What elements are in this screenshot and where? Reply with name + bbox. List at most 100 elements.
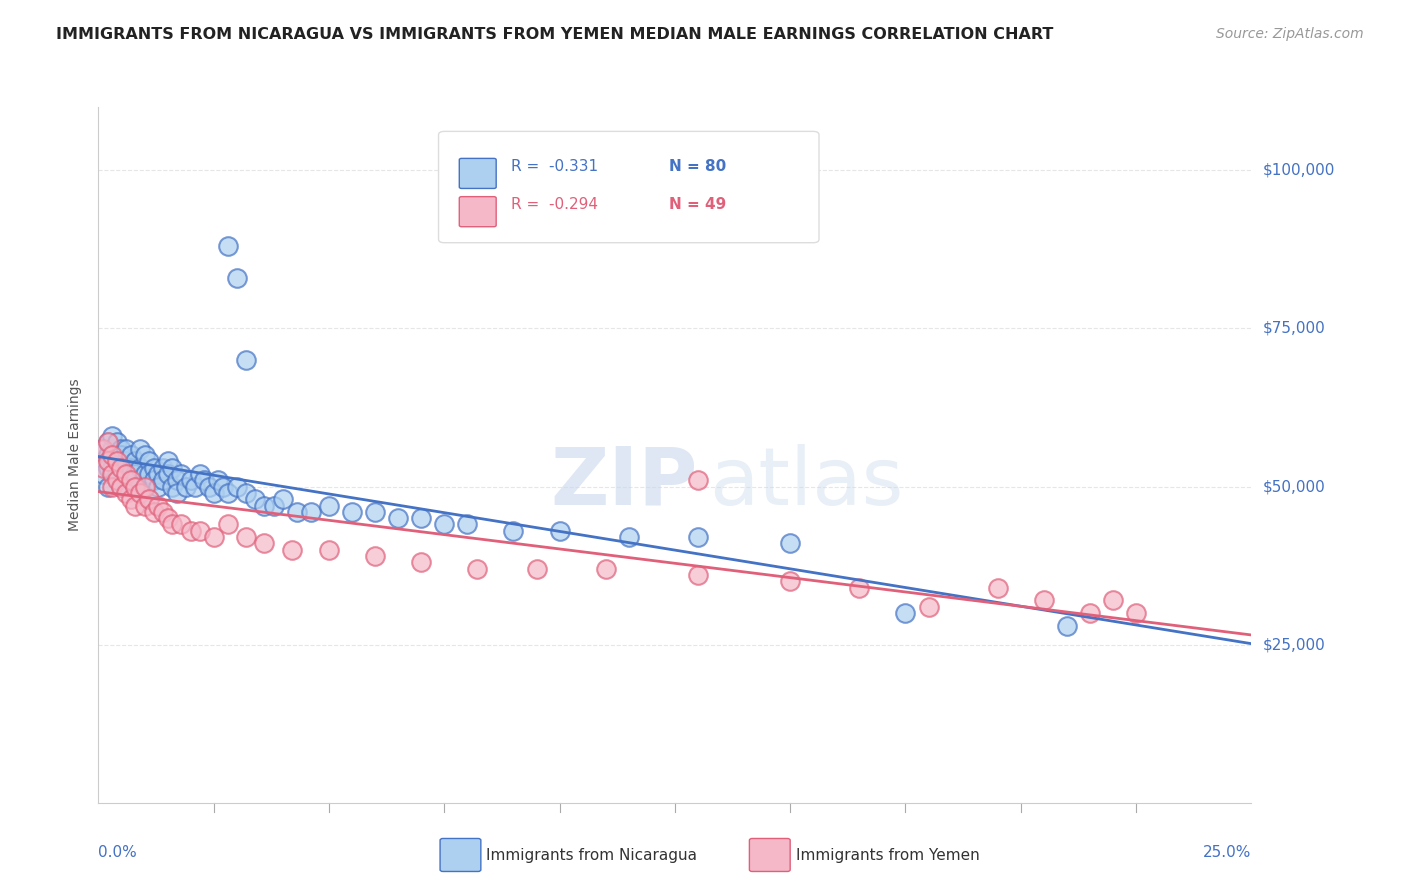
Point — [152, 460, 174, 475]
Point — [299, 505, 322, 519]
Text: IMMIGRANTS FROM NICARAGUA VS IMMIGRANTS FROM YEMEN MEDIAN MALE EARNINGS CORRELAT: IMMIGRANTS FROM NICARAGUA VS IMMIGRANTS … — [56, 27, 1053, 42]
Point — [120, 492, 142, 507]
Point — [180, 524, 202, 538]
Point — [110, 442, 132, 456]
Point — [105, 454, 128, 468]
Point — [917, 599, 939, 614]
Point — [134, 479, 156, 493]
Text: N = 80: N = 80 — [669, 159, 727, 174]
Point — [120, 448, 142, 462]
Point — [411, 511, 433, 525]
Point — [465, 562, 488, 576]
Point — [387, 511, 409, 525]
Point — [779, 574, 801, 589]
Point — [848, 581, 870, 595]
Point — [134, 499, 156, 513]
Point — [134, 448, 156, 462]
Text: Immigrants from Yemen: Immigrants from Yemen — [796, 848, 980, 863]
Point — [1056, 618, 1078, 632]
Point — [217, 239, 239, 253]
Point — [207, 473, 229, 487]
Point — [124, 499, 146, 513]
Text: $25,000: $25,000 — [1263, 637, 1326, 652]
Text: ZIP: ZIP — [551, 443, 697, 522]
Point — [174, 479, 197, 493]
Point — [686, 568, 709, 582]
Point — [97, 448, 120, 462]
Text: Source: ZipAtlas.com: Source: ZipAtlas.com — [1216, 27, 1364, 41]
Point — [156, 511, 179, 525]
Point — [142, 460, 165, 475]
Point — [686, 530, 709, 544]
Point — [217, 486, 239, 500]
Point — [101, 448, 124, 462]
Point — [91, 454, 114, 468]
Point — [97, 460, 120, 475]
Point — [271, 492, 294, 507]
Point — [138, 454, 160, 468]
Point — [364, 505, 387, 519]
Point — [124, 479, 146, 493]
Point — [166, 473, 188, 487]
Point — [526, 562, 548, 576]
Point — [340, 505, 363, 519]
Point — [235, 530, 257, 544]
Point — [129, 460, 152, 475]
Point — [101, 448, 124, 462]
Point — [285, 505, 308, 519]
Point — [115, 467, 138, 481]
Point — [129, 486, 152, 500]
Point — [138, 492, 160, 507]
Point — [138, 467, 160, 481]
Point — [101, 442, 124, 456]
Point — [97, 479, 120, 493]
Text: R =  -0.294: R = -0.294 — [512, 197, 598, 212]
Point — [225, 479, 247, 493]
Point — [152, 473, 174, 487]
Point — [318, 499, 340, 513]
Point — [156, 467, 179, 481]
Point — [193, 473, 215, 487]
Y-axis label: Median Male Earnings: Median Male Earnings — [69, 378, 83, 532]
Point — [548, 524, 571, 538]
Point — [97, 435, 120, 450]
Point — [124, 479, 146, 493]
Text: 0.0%: 0.0% — [98, 845, 138, 860]
Point — [115, 467, 138, 481]
Point — [148, 499, 170, 513]
Point — [212, 479, 235, 493]
Point — [263, 499, 285, 513]
Point — [124, 454, 146, 468]
Point — [110, 448, 132, 462]
Point — [152, 505, 174, 519]
Point — [225, 270, 247, 285]
Point — [1032, 593, 1054, 607]
Point — [411, 556, 433, 570]
Point — [502, 524, 524, 538]
Point — [217, 517, 239, 532]
Point — [170, 467, 193, 481]
Point — [170, 517, 193, 532]
Point — [686, 473, 709, 487]
Point — [101, 479, 124, 493]
Point — [188, 467, 211, 481]
Point — [987, 581, 1010, 595]
Point — [456, 517, 478, 532]
Point — [1102, 593, 1125, 607]
Point — [120, 473, 142, 487]
Point — [156, 454, 179, 468]
Point — [166, 486, 188, 500]
Point — [97, 454, 120, 468]
Point — [134, 467, 156, 481]
Point — [160, 460, 183, 475]
Point — [101, 467, 124, 481]
Point — [595, 562, 617, 576]
Point — [105, 435, 128, 450]
Point — [91, 460, 114, 475]
Point — [134, 479, 156, 493]
Text: $75,000: $75,000 — [1263, 321, 1326, 336]
Point — [115, 486, 138, 500]
Point — [160, 479, 183, 493]
Point — [101, 460, 124, 475]
Point — [235, 353, 257, 368]
